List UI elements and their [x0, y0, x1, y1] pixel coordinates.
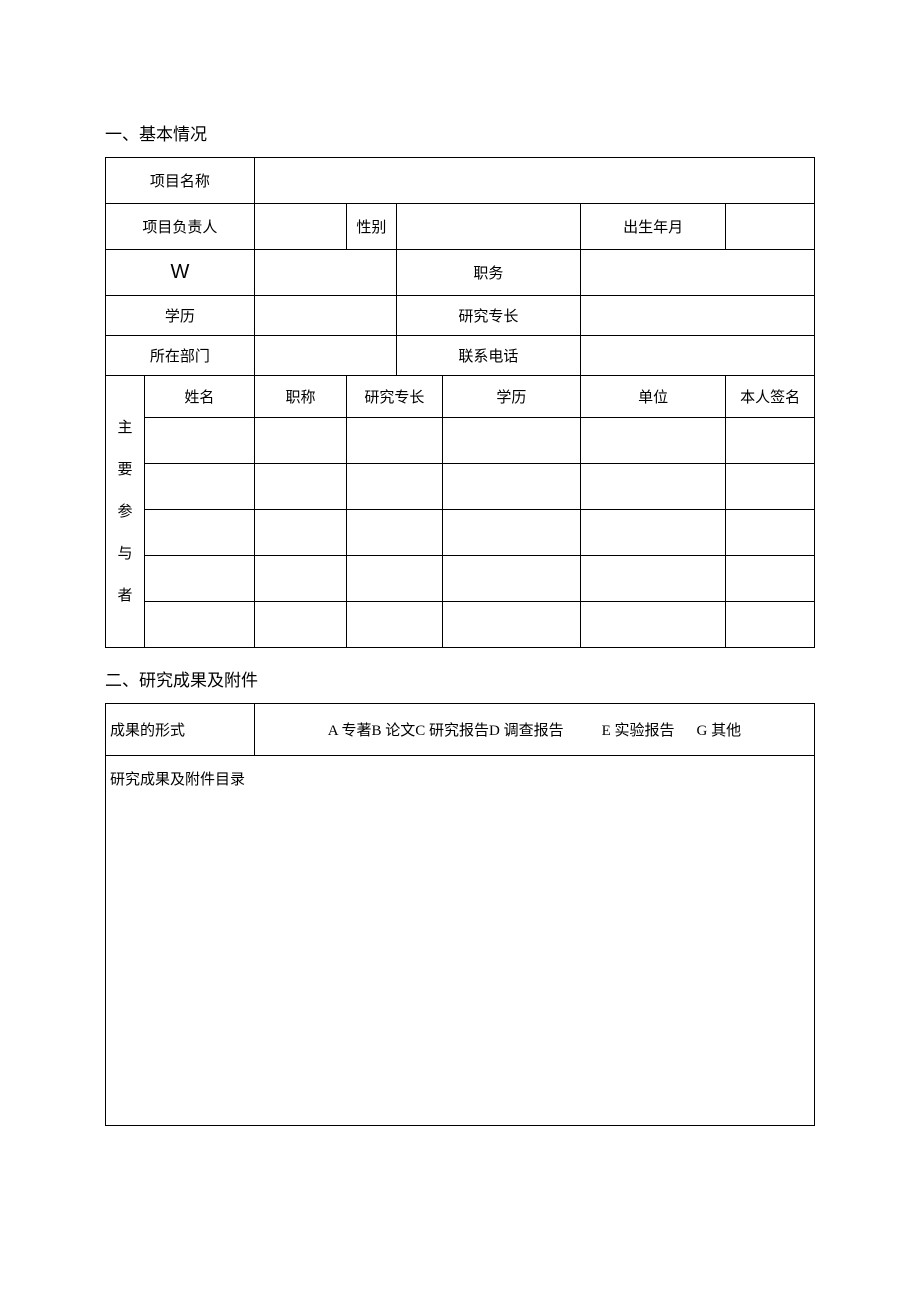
value-project-name: [254, 158, 814, 204]
p3-education: [442, 510, 580, 556]
row-project-leader: 项目负责人 性别 出生年月: [106, 204, 815, 250]
option-g: G 其他: [697, 723, 742, 739]
participant-row-4: [106, 556, 815, 602]
label-project-leader: 项目负责人: [106, 204, 255, 250]
p1-title: [254, 418, 346, 464]
option-d: D 调查报告: [489, 723, 564, 739]
p4-education: [442, 556, 580, 602]
label-position: 职务: [396, 250, 580, 296]
value-specialty: [580, 296, 814, 336]
value-gender: [396, 204, 580, 250]
value-project-leader: [254, 204, 346, 250]
p5-title: [254, 602, 346, 648]
p3-specialty: [347, 510, 443, 556]
basic-info-table: 项目名称 项目负责人 性别 出生年月 W 职务 学历 研究专长 所在部门 联系电…: [105, 157, 815, 648]
participant-row-2: [106, 464, 815, 510]
label-w: W: [106, 250, 255, 296]
row-department: 所在部门 联系电话: [106, 336, 815, 376]
participants-char-5: 者: [117, 588, 132, 604]
label-gender: 性别: [347, 204, 397, 250]
participant-row-5: [106, 602, 815, 648]
option-c: C 研究报告: [415, 723, 489, 739]
label-participants-vertical: 主 要 参 与 者: [106, 376, 145, 648]
option-b: B 论文: [372, 723, 416, 739]
p1-specialty: [347, 418, 443, 464]
label-result-list: 研究成果及附件目录: [106, 756, 815, 1126]
header-education: 学历: [442, 376, 580, 418]
p2-name: [144, 464, 254, 510]
label-education: 学历: [106, 296, 255, 336]
p5-education: [442, 602, 580, 648]
label-result-form: 成果的形式: [106, 704, 255, 756]
p1-name: [144, 418, 254, 464]
row-project-name: 项目名称: [106, 158, 815, 204]
value-birth-date: [726, 204, 815, 250]
p5-unit: [580, 602, 725, 648]
participants-char-4: 与: [117, 546, 132, 562]
p1-education: [442, 418, 580, 464]
label-department: 所在部门: [106, 336, 255, 376]
p4-title: [254, 556, 346, 602]
p4-unit: [580, 556, 725, 602]
header-name: 姓名: [144, 376, 254, 418]
row-result-list: 研究成果及附件目录: [106, 756, 815, 1126]
header-title: 职称: [254, 376, 346, 418]
label-project-name: 项目名称: [106, 158, 255, 204]
section-2-title: 二、研究成果及附件: [105, 666, 815, 691]
row-education: 学历 研究专长: [106, 296, 815, 336]
p3-signature: [726, 510, 815, 556]
p4-name: [144, 556, 254, 602]
label-specialty: 研究专长: [396, 296, 580, 336]
row-result-form: 成果的形式 A 专著B 论文C 研究报告D 调查报告 E 实验报告 G 其他: [106, 704, 815, 756]
results-table: 成果的形式 A 专著B 论文C 研究报告D 调查报告 E 实验报告 G 其他 研究成…: [105, 703, 815, 1126]
result-options-cell: A 专著B 论文C 研究报告D 调查报告 E 实验报告 G 其他: [254, 704, 814, 756]
participants-char-3: 参: [117, 504, 132, 520]
participants-char-1: 主: [117, 420, 132, 436]
p1-unit: [580, 418, 725, 464]
p4-signature: [726, 556, 815, 602]
p5-specialty: [347, 602, 443, 648]
section-1-title: 一、基本情况: [105, 120, 815, 145]
row-w: W 职务: [106, 250, 815, 296]
header-specialty: 研究专长: [347, 376, 443, 418]
p1-signature: [726, 418, 815, 464]
p3-name: [144, 510, 254, 556]
value-position: [580, 250, 814, 296]
participant-row-1: [106, 418, 815, 464]
value-phone: [580, 336, 814, 376]
participants-char-2: 要: [117, 462, 132, 478]
p2-specialty: [347, 464, 443, 510]
label-birth-date: 出生年月: [580, 204, 725, 250]
p2-education: [442, 464, 580, 510]
p3-unit: [580, 510, 725, 556]
p2-title: [254, 464, 346, 510]
header-unit: 单位: [580, 376, 725, 418]
participant-row-3: [106, 510, 815, 556]
p2-signature: [726, 464, 815, 510]
option-a: A 专著: [328, 723, 372, 739]
header-signature: 本人签名: [726, 376, 815, 418]
p2-unit: [580, 464, 725, 510]
p3-title: [254, 510, 346, 556]
p5-name: [144, 602, 254, 648]
value-department: [254, 336, 396, 376]
value-w: [254, 250, 396, 296]
p4-specialty: [347, 556, 443, 602]
option-e: E 实验报告: [602, 723, 675, 739]
row-participants-header: 主 要 参 与 者 姓名 职称 研究专长 学历 单位 本人签名: [106, 376, 815, 418]
value-education: [254, 296, 396, 336]
p5-signature: [726, 602, 815, 648]
label-phone: 联系电话: [396, 336, 580, 376]
